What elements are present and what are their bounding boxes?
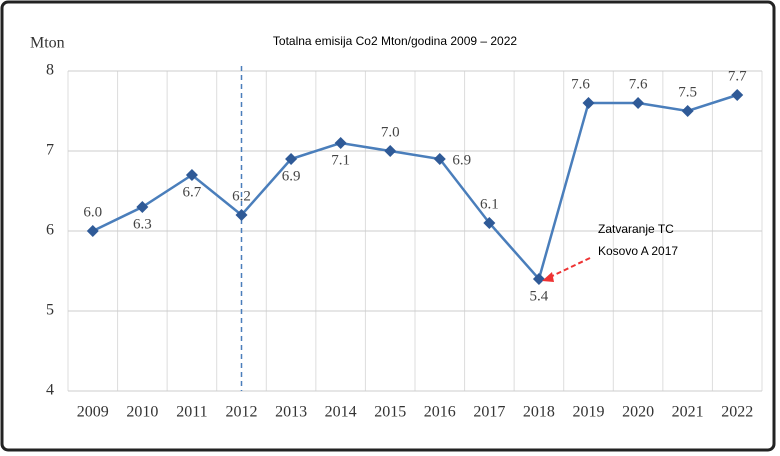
chart-title: Totalna emisija Co2 Mton/godina 2009 – 2…	[273, 34, 517, 48]
y-tick-label: 6	[46, 222, 54, 239]
data-point	[681, 105, 694, 117]
y-axis-label: Mton	[30, 35, 65, 52]
data-label: 7.0	[381, 124, 400, 140]
x-tick-label: 2019	[573, 404, 605, 421]
data-point	[285, 153, 298, 165]
annotation-text: Kosovo A 2017	[598, 244, 678, 258]
x-tick-label: 2011	[176, 404, 207, 421]
x-tick-label: 2013	[275, 404, 307, 421]
data-point	[235, 209, 248, 221]
data-label: 6.7	[183, 184, 202, 200]
data-label: 7.6	[571, 76, 590, 92]
x-tick-label: 2012	[226, 404, 258, 421]
annotation: Zatvaranje TC Kosovo A 2017	[598, 222, 678, 258]
y-tick-label: 5	[46, 302, 54, 319]
data-line	[92, 93, 738, 282]
y-tick-label: 8	[46, 62, 54, 79]
x-tick-label: 2016	[424, 404, 456, 421]
data-point	[483, 217, 496, 229]
data-label: 7.5	[678, 84, 697, 100]
data-label: 6.2	[232, 188, 251, 204]
data-label: 5.4	[530, 288, 549, 304]
annotation-text: Zatvaranje TC	[598, 222, 674, 236]
data-point	[334, 137, 347, 149]
x-tick-label: 2015	[374, 404, 406, 421]
data-label: 7.6	[629, 76, 648, 92]
data-point	[582, 97, 595, 109]
data-point	[136, 201, 149, 213]
x-tick-label: 2017	[473, 404, 505, 421]
data-label: 6.9	[282, 168, 301, 184]
data-point	[86, 225, 99, 237]
data-label: 6.0	[83, 204, 102, 220]
data-label: 6.3	[133, 216, 152, 232]
data-label: 7.1	[331, 152, 350, 168]
x-tick-label: 2010	[126, 404, 158, 421]
x-tick-label: 2009	[77, 404, 109, 421]
x-tick-label: 2020	[622, 404, 654, 421]
data-point	[384, 145, 397, 157]
data-label: 6.9	[452, 152, 471, 168]
data-point	[185, 169, 198, 181]
x-tick-label: 2021	[672, 404, 704, 421]
x-tick-label: 2014	[325, 404, 357, 421]
data-point	[433, 153, 446, 165]
data-point	[532, 273, 545, 285]
annotation-arrowhead	[542, 272, 554, 282]
x-tick-label: 2022	[721, 404, 753, 421]
data-point	[731, 89, 744, 101]
y-tick-label: 7	[46, 142, 54, 159]
x-tick-label: 2018	[523, 404, 555, 421]
y-tick-label: 4	[46, 382, 54, 399]
data-label: 7.7	[728, 68, 747, 84]
data-label: 6.1	[480, 196, 499, 212]
data-point	[632, 97, 645, 109]
